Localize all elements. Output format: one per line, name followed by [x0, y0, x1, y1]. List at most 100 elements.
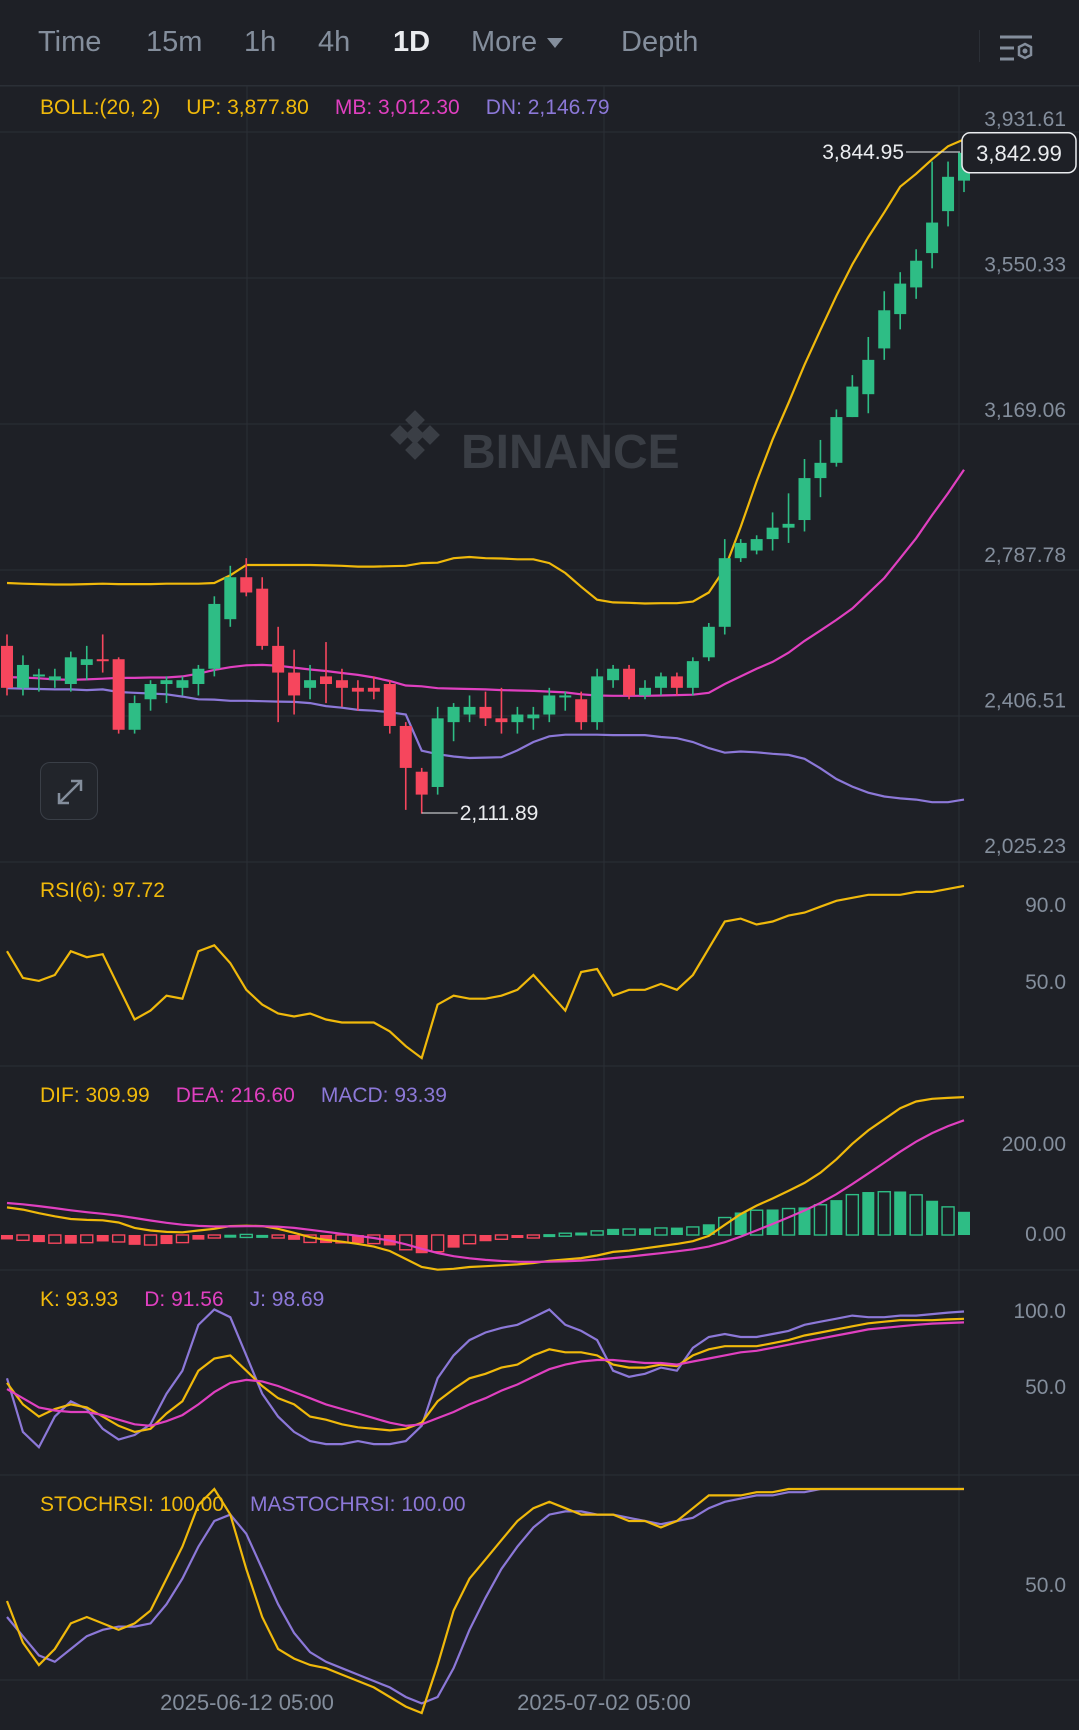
more-dropdown[interactable]: More: [471, 26, 564, 59]
indicator-axis-label: 50.0: [1025, 1574, 1066, 1597]
chevron-down-icon: [547, 38, 564, 49]
candle-body: [96, 659, 109, 662]
candle-body: [208, 603, 221, 669]
candle-body: [351, 687, 364, 692]
macd-histogram-bar: [877, 1191, 891, 1236]
kdj-d: D: 91.56: [144, 1288, 224, 1311]
time-axis-label: 2025-07-02 05:00: [517, 1690, 691, 1715]
price-axis-label: 3,931.61: [984, 108, 1066, 131]
macd-histogram-bar: [845, 1193, 860, 1236]
boll-mb: MB: 3,012.30: [334, 96, 460, 119]
macd-value: MACD: 93.39: [320, 1084, 447, 1107]
macd-histogram-bar: [32, 1235, 45, 1243]
macd-histogram-bar: [96, 1235, 109, 1242]
kdj-k-line: [6, 1317, 965, 1434]
tab-time[interactable]: Time: [38, 26, 102, 58]
candle-body: [224, 577, 237, 620]
candle-body: [766, 527, 779, 540]
macd-histogram-bar: [749, 1209, 764, 1236]
candle-body: [910, 260, 923, 288]
kdj-k: K: 93.93: [40, 1288, 119, 1311]
macd-histogram-bar: [143, 1234, 158, 1246]
candle-body: [431, 718, 444, 787]
macd-histogram-bar: [80, 1234, 94, 1244]
macd-histogram-bar: [766, 1209, 779, 1235]
macd-histogram-bar: [813, 1204, 828, 1236]
price-axis-label: 2,787.78: [984, 544, 1066, 567]
candle-body: [415, 771, 428, 795]
candle-body: [320, 676, 332, 685]
candle-body: [48, 676, 61, 681]
macd-histogram-bar: [781, 1207, 796, 1236]
candle-body: [623, 668, 636, 696]
tab-4h[interactable]: 4h: [318, 26, 351, 58]
rsi-line: [6, 884, 965, 1060]
candle-body: [128, 703, 141, 730]
candle-body: [559, 695, 572, 698]
low-price-label: 2,111.89: [460, 802, 539, 825]
stochrsi-value: STOCHRSI: 100.00: [40, 1493, 225, 1516]
expand-icon: [57, 779, 83, 805]
candle-body: [734, 542, 747, 559]
high-price-label: 3,844.95: [822, 141, 904, 164]
macd-histogram-bar: [462, 1234, 477, 1245]
kdj-j: J: 98.69: [249, 1288, 325, 1311]
candle-body: [591, 676, 604, 723]
candle-body: [926, 222, 939, 254]
candle-body: [32, 674, 45, 677]
macd-legend: DIF: 309.99 DEA: 216.60 MACD: 93.39: [40, 1084, 473, 1108]
tab-1h[interactable]: 1h: [244, 26, 277, 58]
candle-body: [383, 684, 396, 726]
macd-histogram-bar: [64, 1235, 77, 1244]
logo-segment: [390, 425, 410, 445]
candle-body: [256, 588, 269, 646]
time-axis-label: 2025-06-12 05:00: [160, 1690, 334, 1715]
macd-histogram-bar: [494, 1234, 509, 1240]
candle-body: [718, 558, 731, 627]
candle-body: [335, 680, 348, 688]
macd-dea-line: [6, 1119, 965, 1264]
candle-body: [272, 645, 285, 673]
candle-body: [304, 680, 317, 688]
candle-body: [575, 699, 588, 723]
candle-body: [479, 706, 492, 719]
macd-histogram-bar: [862, 1192, 875, 1235]
toolbar-divider: [979, 30, 980, 62]
candle-body: [686, 661, 699, 688]
candle-body: [511, 714, 524, 723]
binance-logo-icon: [390, 410, 440, 460]
macd-histogram-bar: [526, 1234, 541, 1239]
tab-15m[interactable]: 15m: [146, 26, 203, 58]
fullscreen-button[interactable]: [40, 762, 98, 820]
tab-1d[interactable]: 1D: [393, 26, 431, 58]
logo-segment: [405, 440, 425, 460]
macd-histogram-bar: [654, 1227, 668, 1236]
stochrsi-legend: STOCHRSI: 100.00 MASTOCHRSI: 100.00: [40, 1493, 492, 1517]
macd-histogram-bar: [622, 1228, 636, 1236]
candle-body: [543, 695, 556, 715]
candle-body: [654, 676, 667, 688]
indicator-axis-label: 50.0: [1025, 971, 1066, 994]
candle-body: [670, 676, 683, 688]
macd-histogram-bar: [479, 1235, 492, 1242]
macd-histogram-bar: [926, 1200, 939, 1235]
macd-histogram-bar: [335, 1234, 349, 1244]
macd-histogram-bar: [558, 1232, 572, 1237]
candle-body: [160, 680, 173, 685]
macd-dif-line: [6, 1096, 965, 1271]
candle-body: [367, 687, 380, 692]
price-axis-label: 2,406.51: [984, 690, 1066, 713]
candle-body: [942, 176, 955, 212]
macd-histogram-bar: [909, 1194, 923, 1236]
mastochrsi-value: MASTOCHRSI: 100.00: [250, 1493, 466, 1516]
candle-body: [1, 645, 13, 688]
watermark-text: BINANCE: [461, 426, 680, 479]
logo-segment: [420, 425, 440, 445]
macd-histogram-bar: [607, 1228, 620, 1235]
tab-depth[interactable]: Depth: [621, 26, 699, 58]
candle-body: [176, 680, 189, 688]
candle-body: [112, 659, 125, 730]
chart-settings-icon[interactable]: [996, 28, 1036, 68]
candle-body: [495, 718, 508, 723]
macd-histogram-bar: [175, 1234, 190, 1244]
